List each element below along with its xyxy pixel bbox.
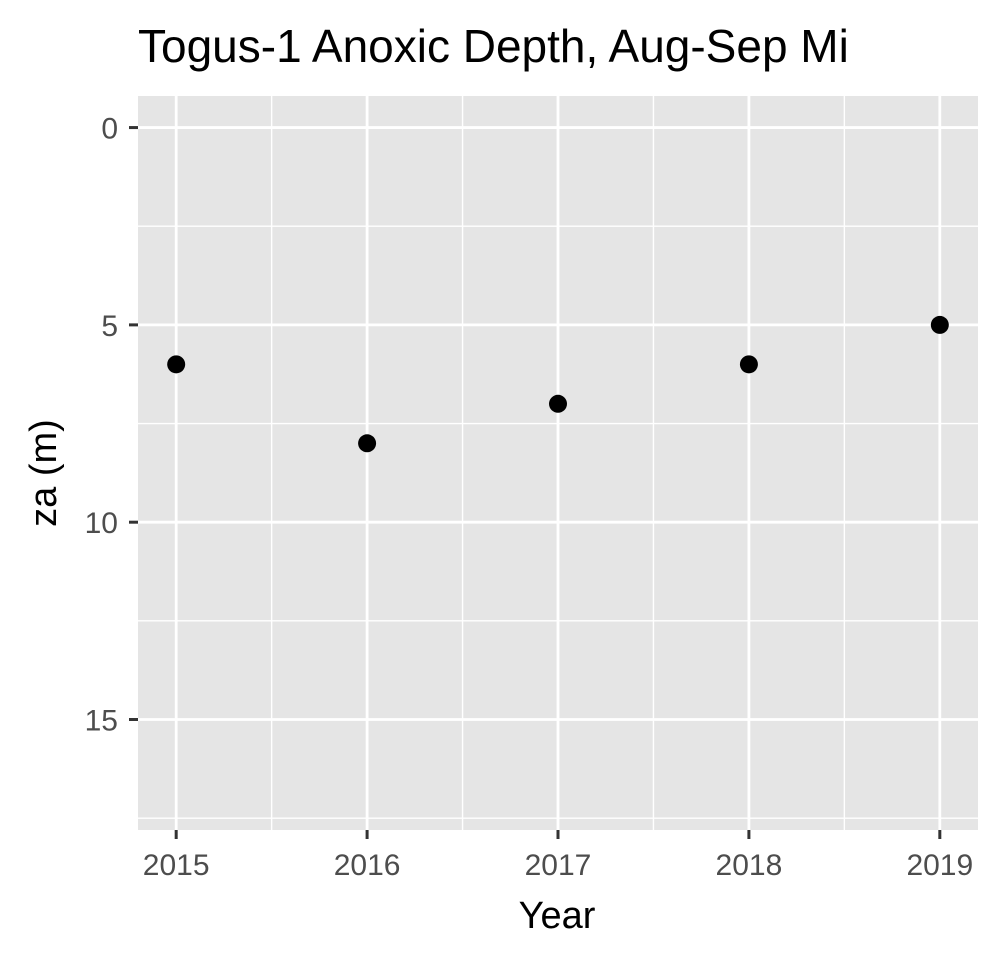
x-axis-title: Year <box>519 895 596 937</box>
x-tick-label: 2018 <box>716 849 783 882</box>
y-axis: 0 5 10 15 <box>85 113 138 738</box>
data-point <box>358 434 377 453</box>
data-point <box>167 355 186 374</box>
data-point <box>930 315 949 334</box>
x-axis: 2015 2016 2017 2018 2019 <box>143 830 973 882</box>
data-points <box>167 315 949 453</box>
y-tick-label: 0 <box>101 113 118 146</box>
grid-major <box>138 96 978 830</box>
data-point <box>739 355 758 374</box>
x-tick-label: 2017 <box>525 849 592 882</box>
y-axis-title: za (m) <box>23 419 65 527</box>
chart-title: Togus-1 Anoxic Depth, Aug-Sep Mi <box>138 20 849 72</box>
x-tick-label: 2016 <box>334 849 401 882</box>
x-tick-label: 2019 <box>906 849 973 882</box>
y-tick-label: 5 <box>101 310 118 343</box>
data-point <box>549 394 567 413</box>
y-tick-label: 15 <box>85 705 118 738</box>
y-tick-label: 10 <box>85 507 118 540</box>
x-tick-label: 2015 <box>143 849 210 882</box>
